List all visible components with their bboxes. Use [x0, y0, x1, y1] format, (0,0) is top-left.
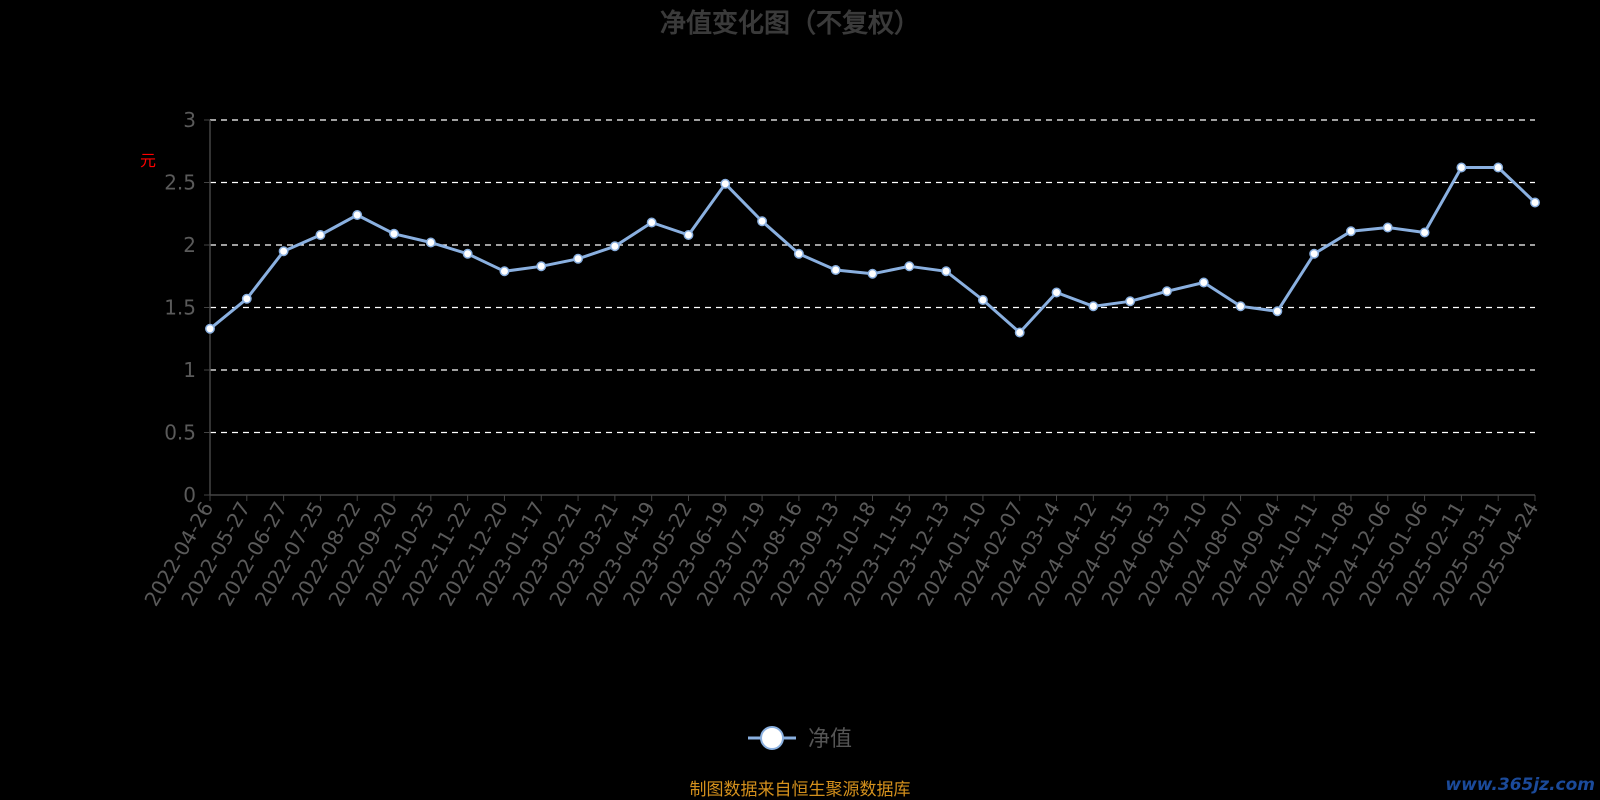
- data-point[interactable]: [462, 248, 473, 259]
- data-point[interactable]: [536, 261, 547, 272]
- data-point[interactable]: [1493, 162, 1504, 173]
- data-point[interactable]: [1235, 301, 1246, 312]
- watermark: www.365jz.com: [1445, 775, 1595, 795]
- y-axis-label: 元: [140, 151, 156, 170]
- data-point[interactable]: [278, 246, 289, 257]
- data-point[interactable]: [1198, 277, 1209, 288]
- data-point[interactable]: [1088, 301, 1099, 312]
- series-group: [205, 162, 1540, 338]
- data-point[interactable]: [389, 228, 399, 239]
- data-point[interactable]: [609, 241, 620, 252]
- y-tick-label: 0.5: [164, 421, 196, 445]
- data-point[interactable]: [1456, 162, 1467, 173]
- data-point[interactable]: [1530, 197, 1540, 208]
- y-tick-label: 2: [183, 233, 196, 257]
- data-point[interactable]: [867, 268, 878, 279]
- data-point[interactable]: [904, 261, 915, 272]
- y-tick-labels: 0 0.5 1 1.5 2 2.5 3: [164, 108, 196, 507]
- data-point[interactable]: [1125, 296, 1136, 307]
- y-tick-label: 1.5: [164, 296, 196, 320]
- data-point[interactable]: [499, 266, 510, 277]
- legend-label: 净值: [808, 727, 852, 752]
- data-point[interactable]: [573, 253, 584, 264]
- gridlines: [204, 119, 1535, 496]
- data-point[interactable]: [1161, 286, 1172, 297]
- data-point[interactable]: [757, 216, 768, 227]
- data-point[interactable]: [977, 295, 988, 305]
- legend-circle-marker: [760, 726, 784, 750]
- y-tick-label: 2.5: [164, 171, 196, 195]
- data-point[interactable]: [315, 230, 326, 240]
- data-point[interactable]: [793, 248, 804, 259]
- data-point[interactable]: [720, 178, 731, 189]
- y-tick-label: 0: [183, 483, 196, 507]
- y-tick-label: 3: [183, 108, 196, 132]
- x-tick-labels: 2022-04-262022-05-272022-06-272022-07-25…: [139, 497, 1543, 610]
- data-point[interactable]: [1309, 248, 1320, 259]
- data-point[interactable]: [941, 266, 952, 277]
- data-point[interactable]: [1419, 227, 1430, 238]
- data-point[interactable]: [1014, 327, 1025, 338]
- data-point[interactable]: [830, 265, 841, 275]
- source-note: 制图数据来自恒生聚源数据库: [690, 780, 911, 800]
- data-point[interactable]: [1382, 222, 1393, 233]
- data-point[interactable]: [683, 230, 694, 240]
- axes: [209, 120, 1536, 501]
- y-tick-label: 1: [183, 358, 196, 382]
- data-point[interactable]: [1272, 306, 1283, 317]
- data-point[interactable]: [1051, 287, 1062, 298]
- data-point[interactable]: [1346, 226, 1356, 237]
- legend[interactable]: 净值: [748, 726, 852, 752]
- data-point[interactable]: [646, 217, 657, 228]
- data-point[interactable]: [205, 323, 215, 334]
- chart-title: 净值变化图（不复权）: [660, 8, 920, 39]
- data-point[interactable]: [425, 237, 436, 248]
- data-point[interactable]: [241, 293, 252, 304]
- data-point[interactable]: [352, 210, 363, 220]
